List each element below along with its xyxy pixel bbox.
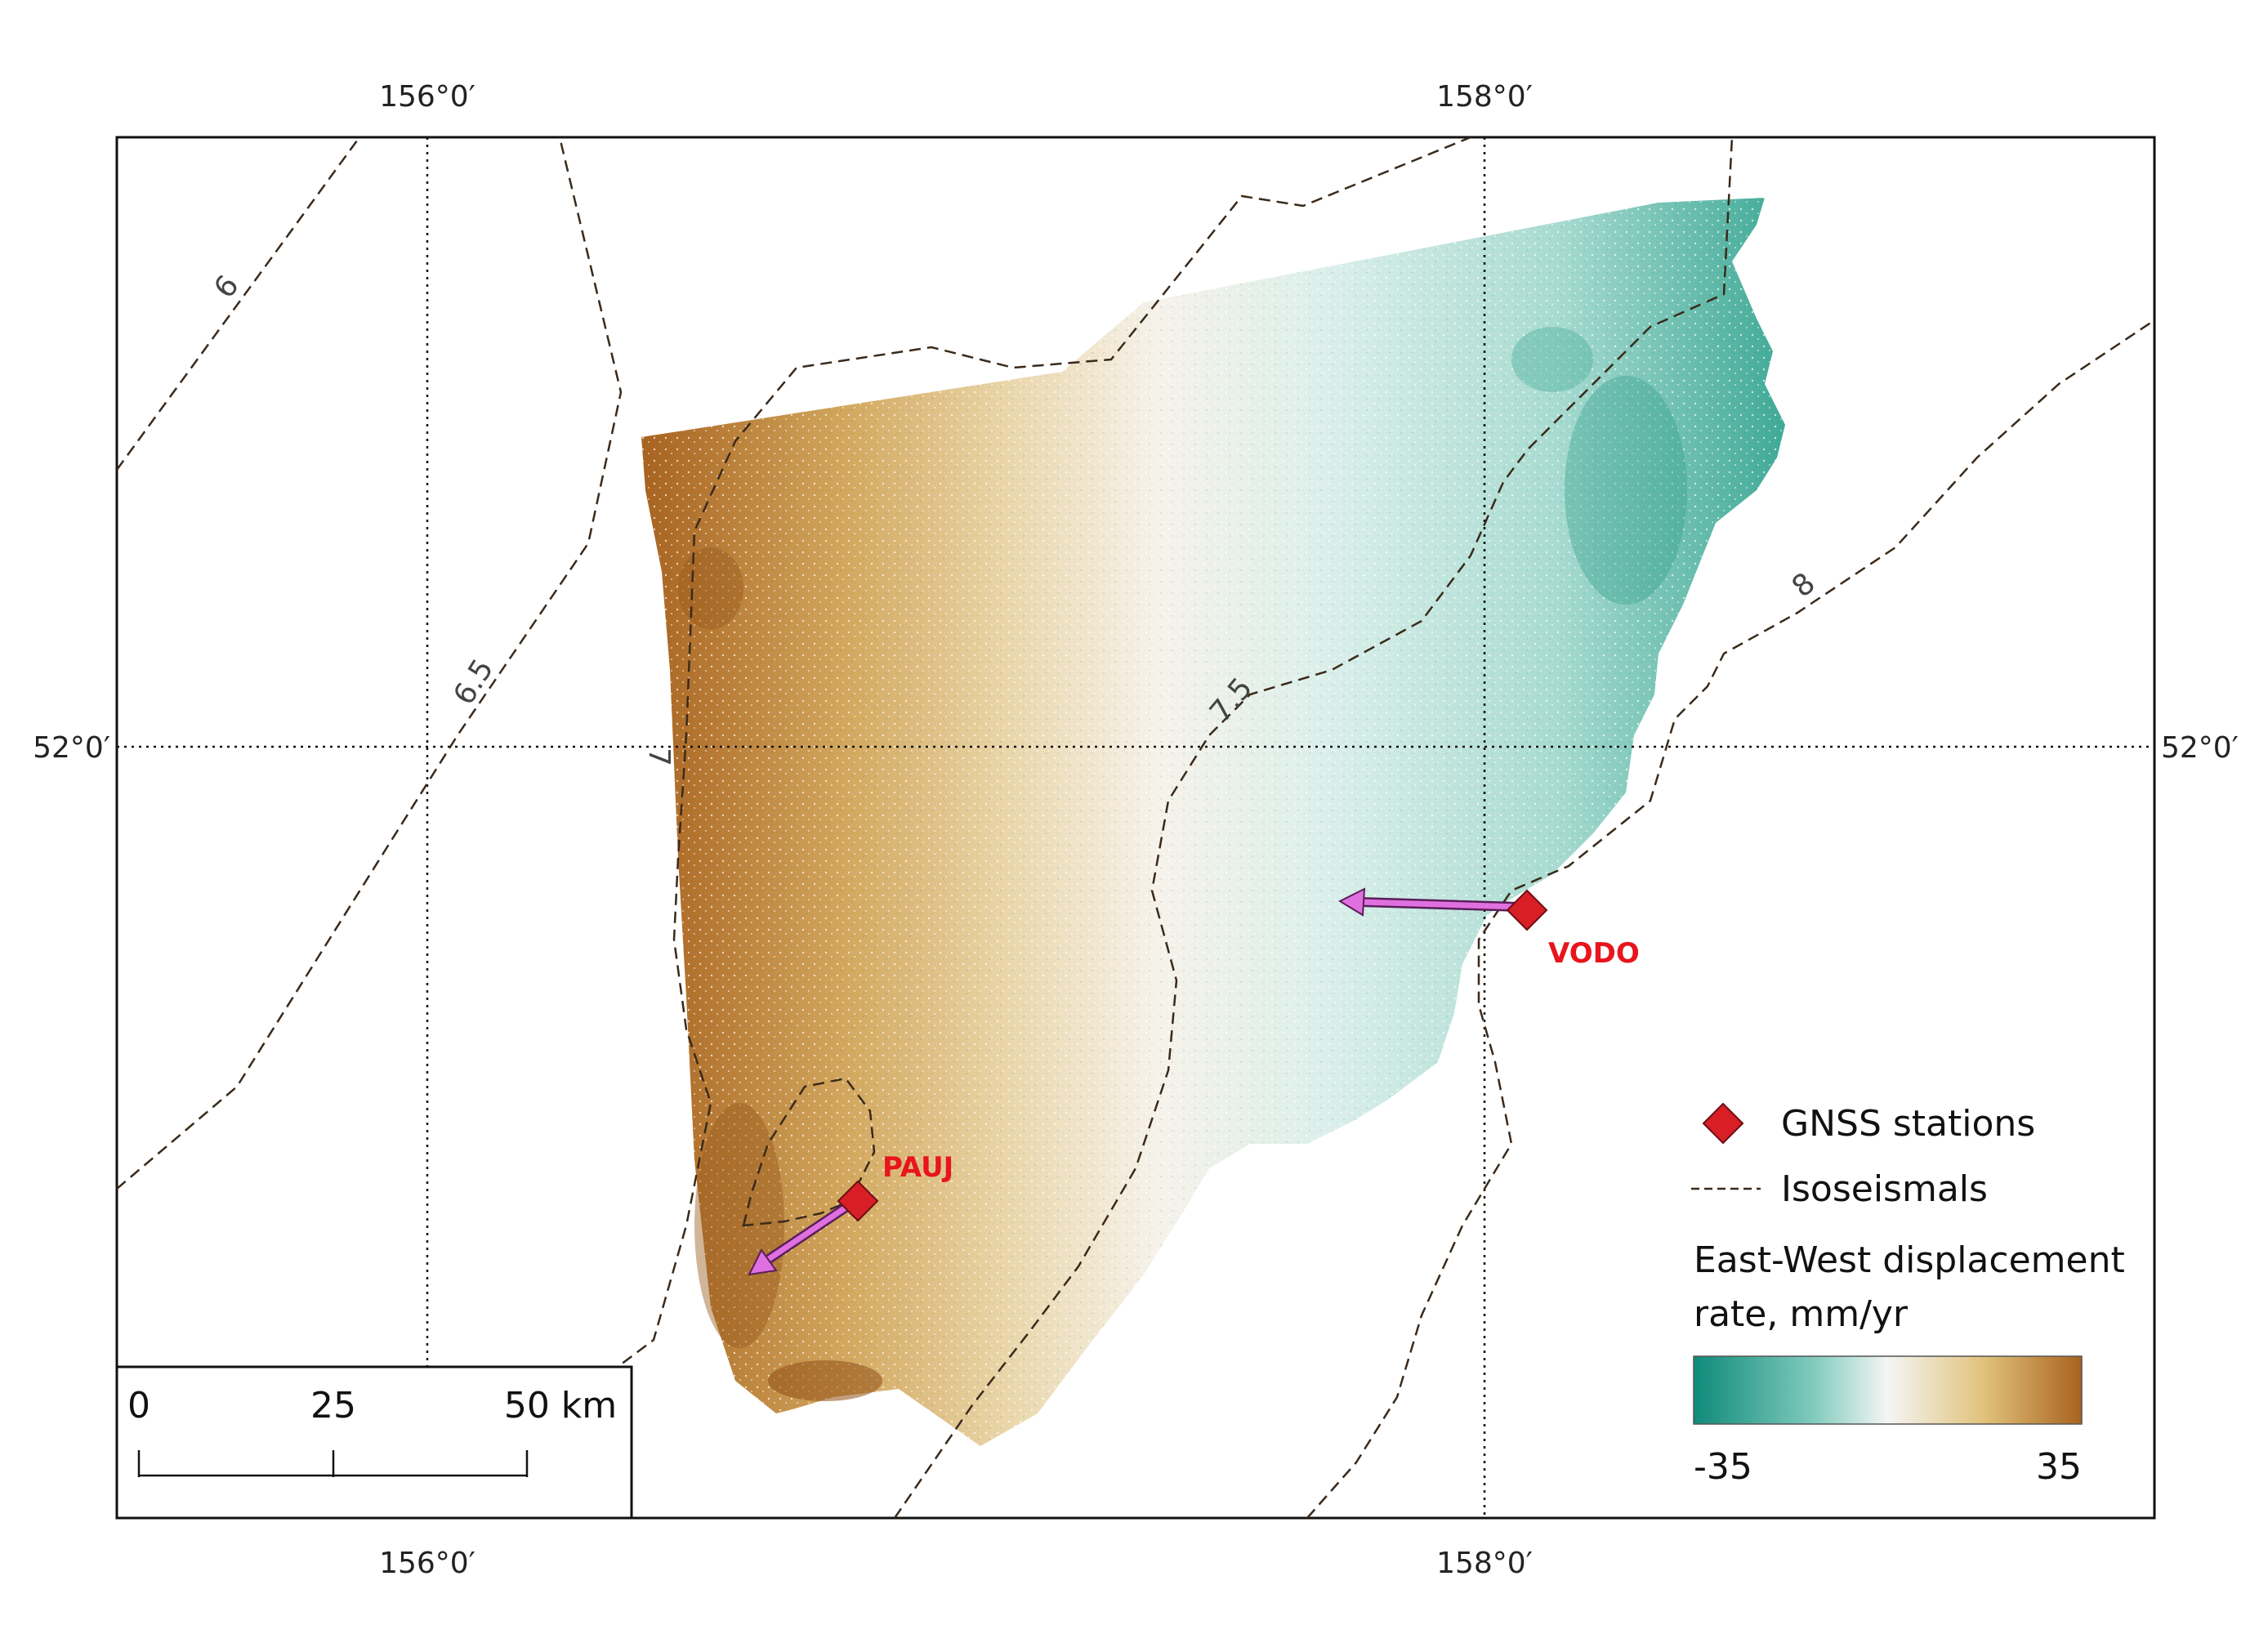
scale-tick-50km: 50 km bbox=[504, 1385, 617, 1427]
lon-label-top-158: 158°0′ bbox=[1436, 80, 1533, 114]
raster-accent-south bbox=[768, 1360, 882, 1401]
station-pauj-label: PAUJ bbox=[882, 1151, 953, 1184]
lon-label-bottom-156: 156°0′ bbox=[379, 1547, 475, 1580]
isoseismal-6 bbox=[117, 137, 361, 471]
arrow-vodo bbox=[1337, 887, 1520, 917]
raster-accent-west bbox=[678, 547, 743, 629]
legend-raster-title-1: East-West displacement bbox=[1694, 1239, 2125, 1281]
station-pauj-marker[interactable] bbox=[837, 1180, 879, 1222]
scale-bar: 0 25 50 km bbox=[115, 1365, 633, 1520]
raster-accent-east bbox=[1565, 376, 1687, 605]
isoseismal-7-inner bbox=[742, 1077, 876, 1227]
isoseismal-7 bbox=[424, 137, 1471, 1518]
legend-ramp-min: -35 bbox=[1694, 1446, 1752, 1488]
lon-label-top-156: 156°0′ bbox=[379, 80, 475, 114]
scale-tick-25: 25 bbox=[310, 1385, 356, 1427]
lon-label-bottom-158: 158°0′ bbox=[1436, 1547, 1533, 1580]
scale-tick-0: 0 bbox=[127, 1385, 150, 1427]
legend-raster-title-2: rate, mm/yr bbox=[1694, 1293, 1909, 1335]
lat-label-left-52: 52°0′ bbox=[33, 731, 110, 765]
lat-label-right-52: 52°0′ bbox=[2161, 731, 2239, 765]
legend: GNSS stations Isoseismals East-West disp… bbox=[1691, 1102, 2125, 1488]
raster-speckle bbox=[641, 198, 1785, 1446]
isoseismal-label-7: 7 bbox=[642, 748, 676, 766]
legend-stations-label: GNSS stations bbox=[1781, 1103, 2035, 1145]
legend-ramp-max: 35 bbox=[2036, 1446, 2082, 1488]
station-vodo-marker[interactable] bbox=[1506, 889, 1548, 931]
legend-isoseismals-label: Isoseismals bbox=[1781, 1168, 1988, 1210]
arrow-pauj bbox=[748, 1195, 861, 1276]
raster-accent-north bbox=[1511, 327, 1593, 392]
station-vodo-label: VODO bbox=[1548, 937, 1640, 970]
legend-station-icon bbox=[1702, 1102, 1744, 1145]
isoseismal-7-5 bbox=[893, 137, 1734, 1518]
isoseismal-8 bbox=[1306, 319, 2154, 1518]
isoseismal-6-5 bbox=[117, 137, 623, 1190]
legend-color-ramp bbox=[1693, 1355, 2083, 1425]
